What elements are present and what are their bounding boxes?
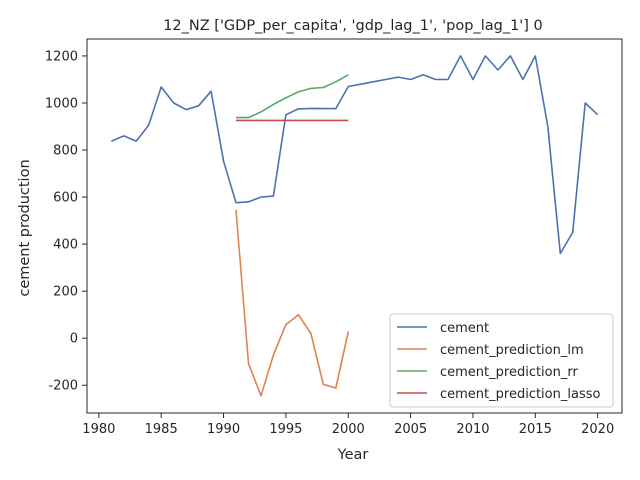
y-axis-label: cement production [17,159,33,296]
x-axis-label: Year [337,447,369,463]
chart-title: 12_NZ ['GDP_per_capita', 'gdp_lag_1', 'p… [163,18,543,34]
y-tick-label: -200 [48,379,78,394]
legend-label: cement_prediction_rr [440,365,578,380]
y-tick-label: 600 [53,191,78,206]
x-tick-label: 2020 [581,422,614,437]
x-tick-label: 2010 [456,422,489,437]
legend: cement cement_prediction_lm cement_predict… [389,313,614,408]
series-line-cement-prediction-rr [236,74,349,119]
plot-area: 1980 1985 1990 1995 2000 2005 2010 2015 2020-200… [45,38,623,437]
y-tick-label: 1200 [45,49,78,64]
x-tick-label: 1985 [145,422,178,437]
x-tick-label: 1980 [82,422,115,437]
y-tick-label: 400 [53,238,78,253]
x-tick-label: 1995 [269,422,302,437]
y-tick-label: 1000 [45,96,78,111]
series-line-cement-prediction-lm [235,209,350,397]
y-tick-label: 200 [53,285,78,300]
legend-label: cement [440,321,489,336]
y-tick-label: 0 [70,332,78,347]
legend-label: cement_prediction_lasso [440,387,600,402]
x-tick-label: 2005 [394,422,427,437]
x-tick-label: 1990 [207,422,240,437]
series-line-cement [110,55,599,255]
legend-label: cement_prediction_lm [440,343,584,358]
x-tick-label: 2015 [519,422,552,437]
legend-box [389,313,614,408]
axes-frame [86,38,623,414]
x-tick-label: 2000 [332,422,365,437]
y-tick-label: 800 [53,144,78,159]
